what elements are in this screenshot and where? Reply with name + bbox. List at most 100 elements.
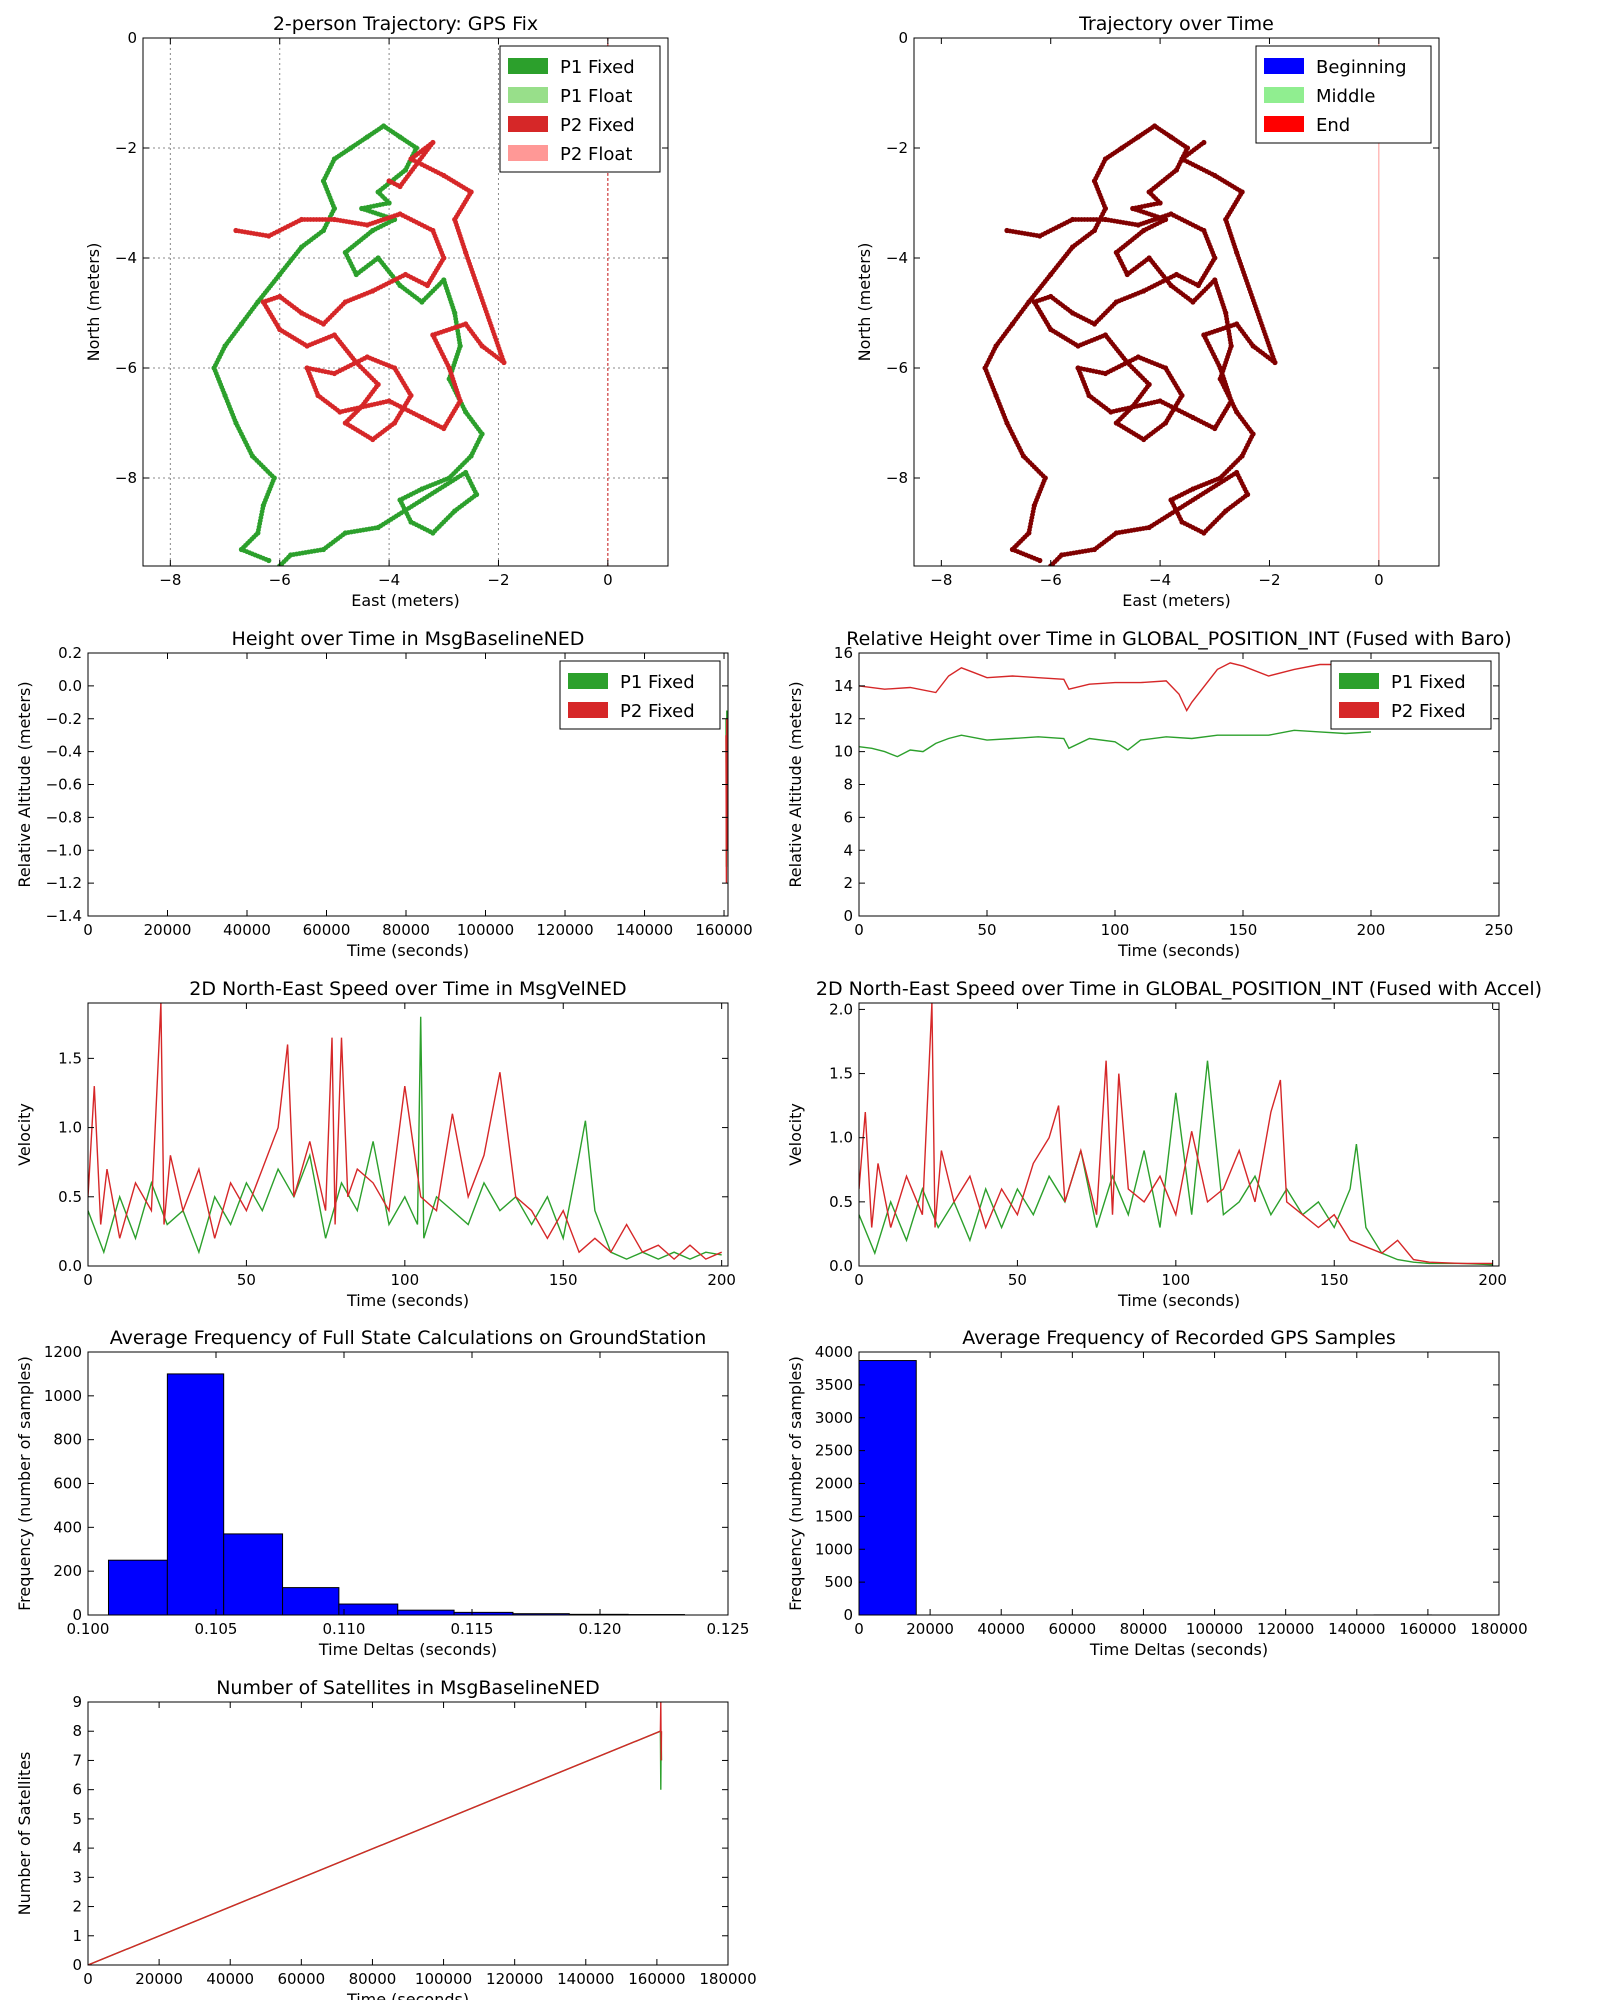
legend-label: P2 Fixed	[1391, 701, 1466, 722]
scatter-point	[1069, 310, 1076, 316]
y-tick-label: 2	[72, 1898, 82, 1916]
scatter-point	[1135, 222, 1141, 228]
scatter-point	[1173, 271, 1180, 278]
y-tick-label: −1.2	[46, 874, 82, 892]
scatter-point	[993, 343, 999, 349]
legend: P1 Fixed P2 Fixed	[559, 660, 721, 730]
scatter-point	[1179, 156, 1185, 162]
scatter-point	[1102, 370, 1109, 377]
scatter-point	[298, 310, 305, 316]
x-tick-label: 200	[1478, 1271, 1507, 1289]
y-tick-label: 7	[72, 1751, 82, 1769]
x-tick-label: 120000	[1257, 1620, 1314, 1638]
y-tick-label: 10	[834, 743, 853, 761]
scatter-point	[1223, 508, 1229, 514]
x-tick-label: 100000	[457, 921, 514, 939]
y-tick-label: 3000	[815, 1409, 853, 1427]
x-tick-label: 80000	[382, 921, 430, 939]
scatter-point	[1130, 403, 1136, 410]
axes-frame	[858, 1002, 1500, 1267]
plot-area	[982, 38, 1380, 566]
scatter-point	[298, 216, 305, 223]
scatter-point	[266, 557, 272, 564]
scatter-point	[1048, 293, 1054, 300]
scatter-point	[397, 282, 403, 289]
scatter-point	[222, 392, 228, 399]
y-tick-label: 2000	[815, 1475, 853, 1493]
scatter-point	[1108, 409, 1114, 415]
scatter-point	[419, 299, 425, 305]
scatter-point	[441, 425, 447, 432]
scatter-point	[1146, 189, 1152, 195]
scatter-point	[501, 359, 507, 366]
legend-swatch	[508, 145, 548, 161]
x-tick-label: 120000	[536, 921, 593, 939]
scatter-point	[1217, 365, 1223, 371]
scatter-point	[381, 123, 387, 129]
scatter-point	[1162, 365, 1169, 371]
y-tick-label: 1000	[815, 1540, 853, 1558]
x-axis-label: Time (seconds)	[1117, 1291, 1240, 1310]
x-tick-label: −2	[1258, 571, 1280, 589]
legend-label: P2 Fixed	[620, 701, 695, 722]
y-tick-label: 4	[843, 841, 853, 859]
scatter-point	[1162, 216, 1169, 223]
scatter-point	[1075, 343, 1081, 349]
scatter-point	[1168, 282, 1174, 289]
scatter-point	[1184, 145, 1191, 151]
scatter-point	[1130, 205, 1136, 212]
chart-title: Height over Time in MsgBaselineNED	[232, 628, 585, 650]
scatter-point	[260, 502, 266, 509]
scatter-point	[441, 172, 447, 179]
y-tick-label: 0	[898, 29, 908, 47]
chart-title: Trajectory over Time	[1078, 13, 1274, 35]
scatter-point	[304, 343, 310, 349]
scatter-point	[271, 475, 277, 481]
legend-swatch	[1264, 87, 1304, 103]
scatter-point	[397, 497, 403, 503]
x-tick-label: −6	[269, 571, 291, 589]
y-tick-label: 5	[72, 1810, 82, 1828]
scatter-point	[1244, 491, 1251, 498]
scatter-point	[386, 200, 392, 206]
y-tick-label: 800	[53, 1431, 82, 1449]
scatter-point	[479, 343, 485, 349]
x-tick-label: −8	[930, 571, 952, 589]
scatter-point	[386, 178, 392, 184]
scatter-point	[1091, 178, 1098, 184]
x-tick-label: 160000	[628, 1970, 685, 1988]
scatter-point	[1124, 271, 1130, 278]
scatter-point	[359, 403, 365, 410]
scatter-point	[1141, 288, 1147, 294]
scatter-point	[320, 178, 327, 184]
scatter-point	[315, 392, 321, 399]
scatter-point	[408, 519, 414, 525]
chart-title: Relative Height over Time in GLOBAL_POSI…	[846, 628, 1511, 650]
y-tick-label: −2	[115, 139, 137, 157]
y-tick-label: 8	[72, 1722, 82, 1740]
axes-frame	[87, 1701, 729, 1966]
axes-frame	[87, 1002, 729, 1267]
scatter-point	[468, 189, 474, 195]
x-tick-label: 0.115	[451, 1620, 494, 1638]
scatter-point	[1157, 398, 1163, 404]
scatter-point	[375, 524, 381, 531]
x-tick-label: 0	[83, 1271, 93, 1289]
series-line	[859, 1060, 1493, 1266]
scatter-point	[277, 293, 283, 300]
y-tick-label: 9	[72, 1693, 82, 1711]
legend-label: P1 Fixed	[1391, 672, 1466, 693]
x-tick-label: 0	[603, 571, 613, 589]
y-tick-label: 1.0	[58, 1119, 82, 1137]
scatter-point	[1212, 172, 1218, 179]
scatter-point	[1124, 359, 1130, 366]
x-tick-label: 50	[977, 921, 996, 939]
scatter-point	[1190, 414, 1196, 421]
scatter-point	[1234, 321, 1240, 327]
y-axis-label: Frequency (number of samples)	[15, 1356, 34, 1611]
scatter-point	[391, 365, 398, 371]
y-tick-label: 8	[843, 776, 853, 794]
plot-area	[88, 1702, 663, 1965]
plot-area	[725, 710, 728, 884]
chart-title: Average Frequency of Recorded GPS Sample…	[962, 1327, 1395, 1349]
